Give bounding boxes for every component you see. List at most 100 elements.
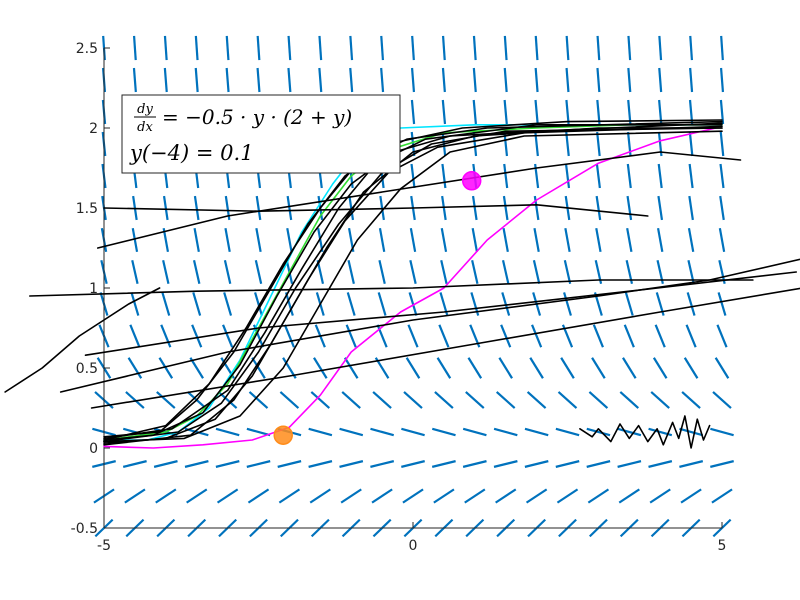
slope-segment — [246, 460, 271, 468]
slope-segment — [370, 427, 395, 437]
slope-segment — [627, 35, 632, 61]
slope-segment — [718, 227, 726, 253]
slope-segment — [215, 427, 240, 437]
slope-segment — [563, 292, 572, 316]
slope-segment — [215, 460, 240, 468]
slope-segment — [277, 460, 302, 468]
slope-segment — [193, 227, 200, 253]
solution-curve — [4, 287, 161, 393]
slope-segment — [657, 163, 663, 189]
slope-segment — [560, 357, 575, 379]
solution-curve — [103, 127, 723, 443]
slope-segment — [688, 131, 694, 157]
y-tick-label: 2 — [89, 121, 98, 137]
slope-segment — [162, 260, 170, 284]
slope-segment — [349, 35, 354, 61]
slope-segment — [318, 67, 323, 93]
slope-segment — [163, 35, 168, 61]
slope-segment — [256, 67, 261, 93]
slope-segment — [131, 227, 139, 253]
slope-segment — [534, 99, 539, 125]
slope-segment — [341, 391, 361, 409]
y-tick-label: 1.5 — [76, 201, 98, 217]
slope-segment — [679, 460, 704, 468]
slope-segment — [155, 488, 177, 504]
slope-segment — [565, 35, 570, 61]
slope-segment — [158, 357, 174, 379]
slope-segment — [658, 35, 663, 61]
slope-segment — [129, 324, 141, 348]
slope-segment — [409, 260, 417, 284]
slope-segment — [627, 99, 632, 125]
slope-segment — [565, 99, 570, 125]
slope-segment — [287, 35, 292, 61]
solution-curve — [97, 151, 742, 249]
slope-segment — [502, 195, 509, 221]
solution-curve — [103, 120, 723, 441]
slope-segment — [347, 260, 355, 284]
slope-segment — [587, 488, 610, 504]
slope-segment — [343, 357, 359, 379]
y-tick-label: 0 — [89, 441, 98, 457]
solution-curve — [84, 271, 797, 356]
slope-segment — [410, 99, 416, 125]
solution-curve — [59, 258, 800, 393]
slope-segment — [711, 488, 733, 504]
slope-segment — [564, 163, 571, 189]
slope-segment — [503, 99, 508, 125]
slope-segment — [498, 357, 513, 379]
slope-segment — [462, 460, 487, 468]
slope-segment — [122, 460, 147, 468]
slope-segment — [132, 35, 137, 61]
slope-segment — [596, 131, 601, 157]
slope-segment — [586, 460, 611, 468]
equation-annotation: dy dx = −0.5 · y · (2 + y) y(−4) = 0.1 — [121, 94, 401, 174]
y-tick-label: 1 — [89, 281, 98, 297]
slope-segment — [652, 357, 668, 379]
slope-segment — [462, 427, 487, 437]
slope-segment — [556, 488, 579, 504]
slope-segment — [596, 67, 601, 93]
slope-segment — [531, 324, 543, 348]
slope-segment — [410, 163, 416, 189]
slope-segment — [247, 488, 270, 504]
slope-segment — [348, 195, 355, 221]
slope-segment — [526, 391, 547, 409]
slope-segment — [127, 357, 143, 379]
slope-segment — [588, 391, 609, 409]
slope-segment — [534, 35, 539, 61]
initial-condition: y(−4) = 0.1 — [129, 141, 254, 165]
slope-segment — [493, 460, 518, 468]
slope-segment — [222, 324, 234, 348]
slope-segment — [627, 67, 632, 93]
slope-segment — [223, 292, 233, 316]
slope-segment — [501, 292, 511, 316]
slope-segment — [308, 460, 333, 468]
slope-segment — [377, 292, 387, 316]
solution-curve — [103, 122, 723, 441]
slope-segment — [132, 67, 137, 93]
slope-segment — [441, 35, 446, 61]
slope-segment — [502, 227, 509, 253]
slope-segment — [254, 260, 263, 284]
slope-segment — [472, 35, 477, 61]
slope-segment — [687, 227, 695, 253]
slope-segment — [719, 163, 725, 189]
slope-segment — [495, 488, 517, 504]
slope-segment — [524, 460, 549, 468]
slope-segment — [719, 195, 725, 221]
slope-segment — [156, 391, 176, 409]
slope-segment — [493, 427, 518, 437]
slope-segment — [402, 488, 424, 504]
slope-segment — [403, 391, 423, 409]
slope-segment — [596, 99, 601, 125]
slope-segment — [596, 35, 601, 61]
slope-segment — [525, 488, 548, 504]
slope-segment — [436, 357, 452, 379]
slope-segment — [286, 195, 293, 221]
slope-segment — [720, 35, 724, 61]
slope-segment — [654, 324, 666, 348]
slope-segment — [340, 488, 362, 504]
slope-segment — [681, 391, 701, 409]
solution-curve — [103, 130, 723, 443]
